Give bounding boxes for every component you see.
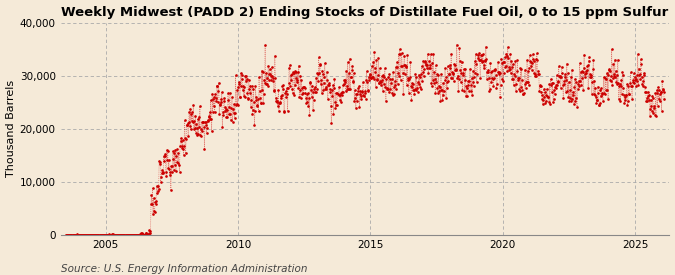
Y-axis label: Thousand Barrels: Thousand Barrels <box>5 80 16 177</box>
Text: Source: U.S. Energy Information Administration: Source: U.S. Energy Information Administ… <box>61 264 307 274</box>
Title: Weekly Midwest (PADD 2) Ending Stocks of Distillate Fuel Oil, 0 to 15 ppm Sulfur: Weekly Midwest (PADD 2) Ending Stocks of… <box>61 6 669 18</box>
